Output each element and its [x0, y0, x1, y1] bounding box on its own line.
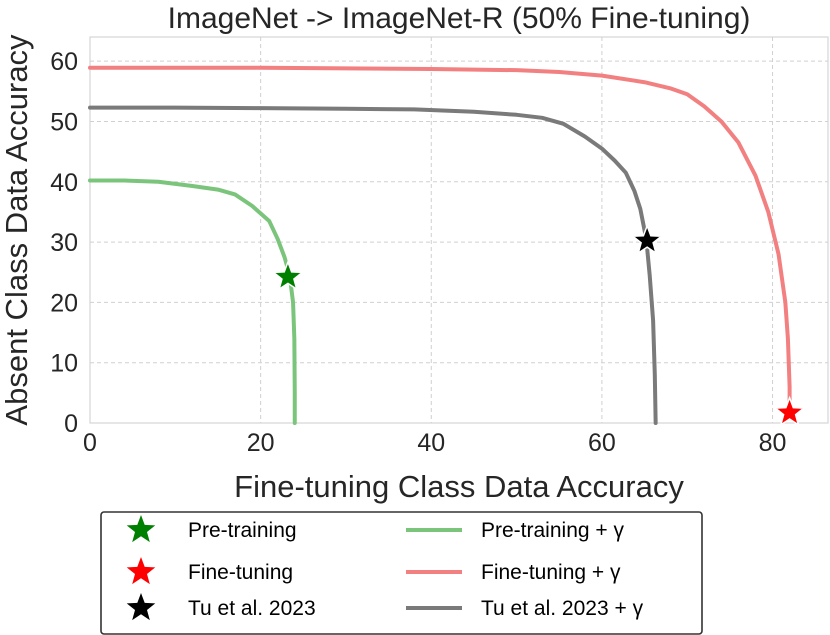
legend-label: Tu et al. 2023 + γ [481, 597, 644, 620]
legend-label: Pre-training [188, 519, 297, 542]
y-tick-label: 40 [50, 169, 78, 197]
legend-label: Fine-tuning + γ [481, 561, 621, 584]
x-tick-label: 60 [588, 429, 616, 457]
star-marker-fine-tuning [773, 395, 806, 427]
chart-title: ImageNet -> ImageNet-R (50% Fine-tuning) [168, 2, 751, 35]
x-tick-label: 0 [83, 429, 97, 457]
legend-star-fine-tuning [126, 557, 156, 585]
x-tick-label: 80 [759, 429, 787, 457]
legend-box [100, 511, 703, 635]
legend: Pre-training Fine-tuning Tu et al. 2023 Pre… [100, 511, 703, 635]
y-axis-label: Absent Class Data Accuracy [0, 34, 34, 426]
y-tick-label: 50 [50, 108, 78, 136]
y-tick-label: 20 [50, 289, 78, 317]
plot-area [89, 36, 829, 424]
legend-star-tu-et-al-2023 [126, 593, 156, 621]
y-tick-label: 60 [50, 48, 78, 76]
x-axis-label: Fine-tuning Class Data Accuracy [234, 469, 684, 504]
series-line-pre-training [88, 178, 297, 425]
series-line-fine-tuning [88, 65, 792, 413]
star-marker-tu-et-al-2023 [630, 223, 664, 255]
legend-label: Pre-training + γ [481, 519, 624, 542]
x-tick-label: 20 [247, 429, 275, 457]
y-tick-label: 0 [64, 410, 78, 438]
series-markers [271, 223, 806, 427]
x-tick-label: 40 [417, 429, 445, 457]
star-marker-pre-training [271, 259, 305, 291]
legend-label: Tu et al. 2023 [188, 597, 316, 620]
series-line-tu-et-al-2023 [88, 105, 658, 425]
y-tick-label: 30 [50, 229, 78, 257]
legend-star-pre-training [126, 515, 156, 543]
y-tick-label: 10 [50, 350, 78, 378]
series-lines [88, 65, 792, 425]
y-tick-labels: 0 10 20 30 40 50 60 [50, 48, 78, 438]
x-tick-labels: 0 20 40 60 80 [83, 429, 786, 457]
legend-label: Fine-tuning [188, 561, 293, 584]
